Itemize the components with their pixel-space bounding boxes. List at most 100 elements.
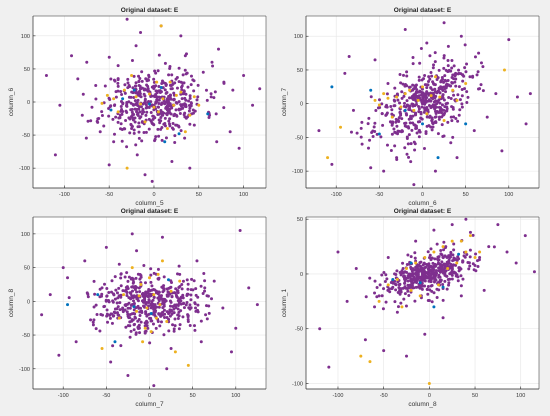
purple-point <box>441 96 445 100</box>
purple-point <box>441 316 445 320</box>
purple-point <box>195 98 199 102</box>
purple-point <box>379 135 383 139</box>
purple-point <box>173 134 177 138</box>
purple-point <box>382 270 386 274</box>
purple-point <box>437 117 441 121</box>
purple-point <box>378 283 382 287</box>
purple-point <box>144 113 148 117</box>
purple-point <box>154 71 158 75</box>
purple-point <box>178 297 182 301</box>
purple-point <box>391 285 395 289</box>
purple-point <box>388 120 392 124</box>
purple-point <box>44 74 48 78</box>
purple-point <box>116 296 120 300</box>
purple-point <box>377 294 381 298</box>
x-tick-label: -50 <box>102 393 110 399</box>
orange-point <box>178 279 182 283</box>
orange-point <box>438 95 442 99</box>
purple-point <box>446 120 450 124</box>
purple-point <box>411 267 415 271</box>
purple-point <box>459 284 463 288</box>
purple-point <box>396 98 400 102</box>
purple-point <box>426 250 430 254</box>
purple-point <box>152 85 156 89</box>
purple-point <box>442 54 446 58</box>
x-axis-label: column_8 <box>408 401 437 408</box>
purple-point <box>442 240 446 244</box>
purple-point <box>420 99 424 103</box>
purple-point <box>399 130 403 134</box>
purple-point <box>201 70 205 74</box>
blue-point <box>391 277 395 281</box>
y-axis-label: column_7 <box>281 88 288 117</box>
purple-point <box>100 292 104 296</box>
orange-point <box>105 93 109 97</box>
purple-point <box>405 70 409 74</box>
purple-point <box>163 316 167 320</box>
purple-point <box>450 273 454 277</box>
axes-background <box>306 217 539 389</box>
blue-point <box>96 293 100 297</box>
purple-point <box>222 80 226 84</box>
purple-point <box>130 58 134 62</box>
purple-point <box>354 266 358 270</box>
purple-point <box>366 122 370 126</box>
purple-point <box>140 79 144 83</box>
orange-point <box>155 80 159 84</box>
purple-point <box>126 312 130 316</box>
purple-point <box>434 94 438 98</box>
purple-point <box>172 307 176 311</box>
purple-point <box>429 264 433 268</box>
purple-point <box>180 97 184 101</box>
purple-point <box>203 289 207 293</box>
purple-point <box>402 297 406 301</box>
purple-point <box>404 277 408 281</box>
purple-point <box>474 269 478 273</box>
purple-point <box>163 61 167 65</box>
purple-point <box>444 102 448 106</box>
purple-point <box>109 360 113 364</box>
purple-point <box>395 124 399 128</box>
purple-point <box>430 256 434 260</box>
purple-point <box>419 267 423 271</box>
purple-point <box>414 271 418 275</box>
purple-point <box>450 119 454 123</box>
purple-point <box>181 302 185 306</box>
purple-point <box>113 103 117 107</box>
purple-point <box>405 74 409 78</box>
purple-point <box>430 300 434 304</box>
purple-point <box>467 261 471 265</box>
purple-point <box>389 280 393 284</box>
purple-point <box>153 309 157 313</box>
purple-point <box>440 266 444 270</box>
purple-point <box>169 112 173 116</box>
purple-point <box>129 291 133 295</box>
purple-point <box>442 80 446 84</box>
purple-point <box>91 320 95 324</box>
purple-point <box>454 263 458 267</box>
purple-point <box>170 160 174 164</box>
orange-point <box>425 112 429 116</box>
purple-point <box>144 302 148 306</box>
purple-point <box>179 34 183 38</box>
purple-point <box>126 77 130 81</box>
purple-point <box>173 317 177 321</box>
purple-point <box>168 304 172 308</box>
purple-point <box>393 104 397 108</box>
purple-point <box>183 136 187 140</box>
purple-point <box>439 80 443 84</box>
purple-point <box>349 130 353 134</box>
chart-title: Original dataset: E <box>121 208 179 215</box>
purple-point <box>132 308 136 312</box>
purple-point <box>390 108 394 112</box>
purple-point <box>116 120 120 124</box>
purple-point <box>113 297 117 301</box>
purple-point <box>119 109 123 113</box>
y-tick-label: 0 <box>27 100 30 106</box>
purple-point <box>445 255 449 259</box>
purple-point <box>140 309 144 313</box>
purple-point <box>142 130 146 134</box>
purple-point <box>81 92 85 96</box>
purple-point <box>401 261 405 265</box>
purple-point <box>437 269 441 273</box>
